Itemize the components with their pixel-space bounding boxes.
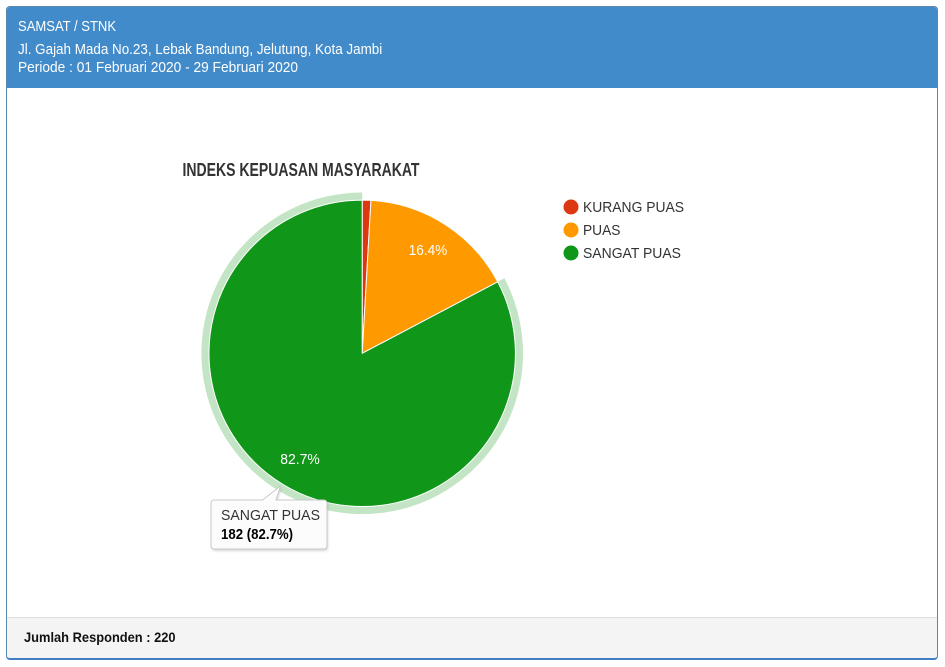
- svg-text:KURANG PUAS: KURANG PUAS: [583, 199, 684, 216]
- svg-text:SANGAT PUAS: SANGAT PUAS: [221, 507, 320, 524]
- svg-text:PUAS: PUAS: [583, 222, 621, 239]
- svg-text:82.7%: 82.7%: [280, 451, 320, 468]
- svg-text:SANGAT PUAS: SANGAT PUAS: [583, 245, 681, 262]
- svg-text:INDEKS KEPUASAN MASYARAKAT: INDEKS KEPUASAN MASYARAKAT: [183, 160, 420, 180]
- svg-text:182 (82.7%): 182 (82.7%): [221, 526, 293, 543]
- svg-text:16.4%: 16.4%: [409, 242, 448, 259]
